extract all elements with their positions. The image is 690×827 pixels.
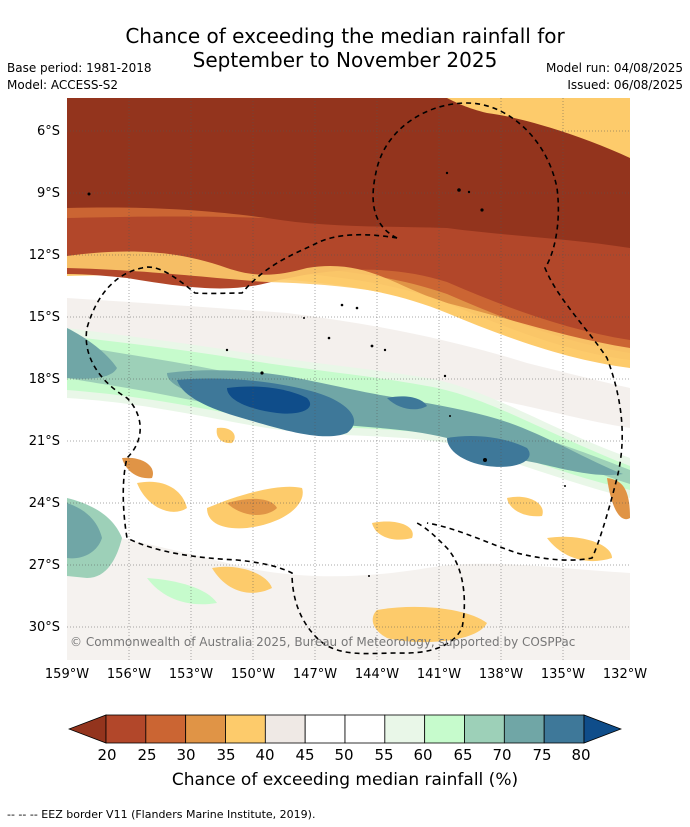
colorbar-arrow-high	[583, 714, 622, 744]
y-tick-27s: 27°S	[28, 558, 60, 573]
cb-tick-55: 55	[374, 746, 394, 764]
cb-tick-60: 60	[413, 746, 433, 764]
rainfall-map: © Commonwealth of Australia 2025, Bureau…	[67, 98, 630, 660]
x-tick-150w: 150°W	[230, 667, 276, 682]
y-tick-9s: 9°S	[36, 186, 60, 201]
colorbar-cell-4	[225, 714, 266, 744]
cb-tick-50: 50	[334, 746, 354, 764]
cb-tick-80: 80	[571, 746, 591, 764]
y-tick-30s: 30°S	[28, 620, 60, 635]
meta-left: Base period: 1981-2018 Model: ACCESS-S2	[7, 60, 152, 94]
x-tick-153w: 153°W	[168, 667, 214, 682]
colorbar-arrow-low	[68, 714, 107, 744]
colorbar-label: Chance of exceeding median rainfall (%)	[171, 770, 519, 790]
y-tick-6s: 6°S	[36, 124, 60, 139]
islands	[87, 171, 566, 577]
x-tick-144w: 144°W	[354, 667, 400, 682]
issued-date: Issued: 06/08/2025	[567, 78, 683, 92]
cb-tick-40: 40	[255, 746, 275, 764]
x-tick-147w: 147°W	[292, 667, 338, 682]
x-tick-138w: 138°W	[478, 667, 524, 682]
cb-tick-25: 25	[137, 746, 157, 764]
cb-tick-65: 65	[453, 746, 473, 764]
meta-right: Model run: 04/08/2025 Issued: 06/08/2025	[546, 60, 683, 94]
x-tick-159w: 159°W	[44, 667, 90, 682]
colorbar-cell-7	[344, 714, 386, 744]
eez-borders	[85, 102, 623, 655]
cb-tick-45: 45	[295, 746, 315, 764]
eez-border-note: -- -- -- EEZ border V11 (Flanders Marine…	[7, 808, 316, 821]
neutral-zones	[67, 298, 630, 660]
y-tick-21s: 21°S	[28, 434, 60, 449]
x-tick-132w: 132°W	[602, 667, 648, 682]
cb-tick-20: 20	[97, 746, 117, 764]
title-line-1: Chance of exceeding the median rainfall …	[125, 24, 565, 48]
y-tick-24s: 24°S	[28, 496, 60, 511]
colorbar-cell-9	[424, 714, 465, 744]
model-run: Model run: 04/08/2025	[545, 61, 683, 75]
cb-tick-35: 35	[216, 746, 236, 764]
x-tick-156w: 156°W	[106, 667, 152, 682]
copyright-text: © Commonwealth of Australia 2025, Bureau…	[70, 635, 575, 649]
y-tick-15s: 15°S	[28, 310, 60, 325]
x-tick-141w: 141°W	[416, 667, 462, 682]
colorbar-cell-1	[105, 714, 147, 744]
cb-tick-30: 30	[176, 746, 196, 764]
base-period: Base period: 1981-2018	[7, 61, 152, 75]
dry-bands	[67, 98, 630, 368]
model-name: Model: ACCESS-S2	[7, 78, 119, 92]
colorbar-cell-5	[264, 714, 306, 744]
graticule	[67, 98, 630, 660]
colorbar-cell-12	[543, 714, 585, 744]
title-line-2: September to November 2025	[192, 48, 498, 72]
map-title: Chance of exceeding the median rainfall …	[0, 24, 690, 72]
colorbar-cell-11	[503, 714, 545, 744]
y-tick-12s: 12°S	[28, 248, 60, 263]
colorbar-cell-10	[464, 714, 505, 744]
colorbar-cell-3	[185, 714, 226, 744]
colorbar-cell-2	[145, 714, 187, 744]
x-tick-135w: 135°W	[540, 667, 586, 682]
cb-tick-75: 75	[532, 746, 552, 764]
colorbar-cell-6	[304, 714, 346, 744]
y-tick-18s: 18°S	[28, 372, 60, 387]
colorbar-cell-8	[384, 714, 426, 744]
dry-patches	[122, 427, 630, 643]
cb-tick-70: 70	[492, 746, 512, 764]
wet-bands	[67, 328, 630, 605]
colorbar	[68, 714, 622, 744]
